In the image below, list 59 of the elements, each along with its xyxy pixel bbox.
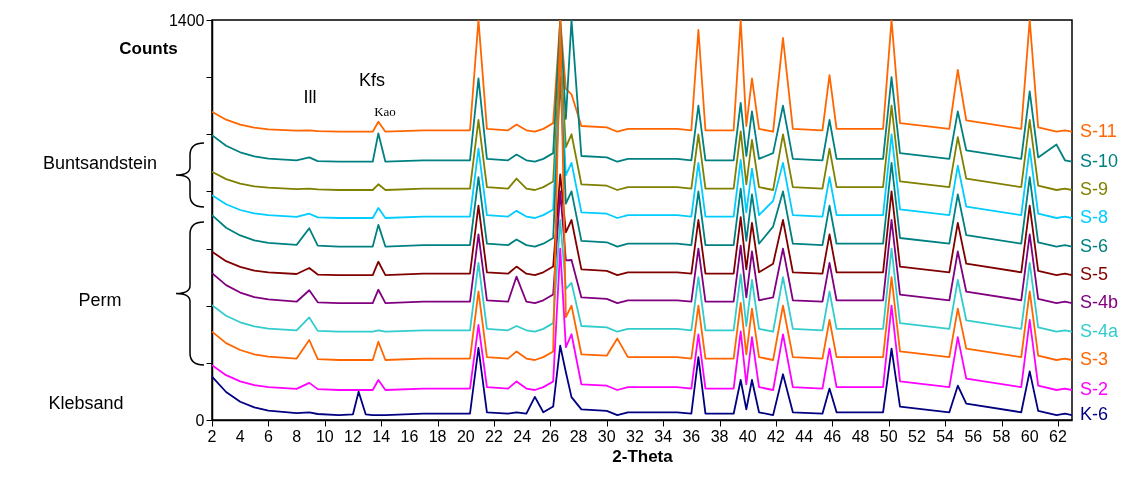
x-tick-label: 18 xyxy=(428,428,447,445)
series-label: S-3 xyxy=(1080,349,1109,369)
x-tick-label: 60 xyxy=(1020,428,1039,445)
x-tick-label: 20 xyxy=(456,428,475,445)
x-axis-title: 2-Theta xyxy=(612,447,674,466)
series-label: S-6 xyxy=(1080,235,1109,256)
series-label: S-10 xyxy=(1080,150,1119,171)
x-tick-label: 14 xyxy=(372,428,391,445)
x-tick-label: 54 xyxy=(936,428,955,445)
x-tick-label: 2 xyxy=(207,428,217,445)
x-tick-label: 36 xyxy=(682,428,701,445)
series-label: S-5 xyxy=(1080,264,1109,285)
x-tick-label: 22 xyxy=(485,428,503,445)
x-tick-label: 56 xyxy=(964,428,983,445)
annotation: Kao xyxy=(374,104,396,120)
x-tick-label: 58 xyxy=(992,428,1011,445)
x-tick-label: 32 xyxy=(626,428,644,445)
x-tick-label: 12 xyxy=(344,428,362,445)
series-label: S-11 xyxy=(1080,120,1117,141)
x-tick-label: 16 xyxy=(400,428,419,445)
y-tick-label: 0 xyxy=(195,411,205,429)
text: Buntsandstein xyxy=(42,152,158,174)
x-tick-label: 26 xyxy=(541,428,560,445)
x-tick-label: 44 xyxy=(795,428,814,445)
x-tick-label: 42 xyxy=(767,428,785,445)
line-series xyxy=(212,190,1072,305)
line-series xyxy=(212,20,1072,361)
x-tick-label: 38 xyxy=(710,428,729,445)
line-series xyxy=(212,173,1072,277)
series-label: S-8 xyxy=(1080,207,1109,227)
series-label: K-6 xyxy=(1080,404,1109,425)
annotation: Kfs xyxy=(358,69,386,91)
annotation: Ill xyxy=(303,86,317,108)
x-tick-label: 24 xyxy=(513,428,532,445)
series-label: S-4b xyxy=(1080,292,1119,313)
x-tick-label: 40 xyxy=(738,428,757,445)
x-tick-label: 52 xyxy=(908,428,926,445)
x-tick-label: 10 xyxy=(315,428,334,445)
y-tick-label: 1400 xyxy=(168,11,205,29)
text: Klebsand xyxy=(48,392,124,414)
line-series xyxy=(212,20,1072,163)
x-tick-label: 48 xyxy=(851,428,870,445)
line-series xyxy=(212,219,1072,333)
x-tick-label: 8 xyxy=(292,428,302,445)
x-tick-label: 34 xyxy=(654,428,673,445)
text: Perm xyxy=(78,289,122,311)
x-tick-label: 46 xyxy=(823,428,842,445)
x-tick-label: 50 xyxy=(879,428,898,445)
line-series xyxy=(212,344,1072,417)
series-label: S-4a xyxy=(1080,320,1120,341)
x-tick-label: 4 xyxy=(235,428,245,445)
x-tick-label: 30 xyxy=(597,428,616,445)
x-tick-label: 6 xyxy=(263,428,273,445)
series-label: S-9 xyxy=(1080,179,1109,199)
x-tick-label: 28 xyxy=(569,428,588,445)
line-series xyxy=(212,247,1072,391)
series-label: S-2 xyxy=(1080,379,1109,399)
y-axis-title: Counts xyxy=(119,38,178,58)
x-tick-label: 62 xyxy=(1049,428,1067,445)
